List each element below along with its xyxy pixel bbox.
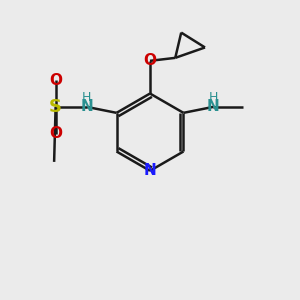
Text: H: H [208,91,218,103]
Text: N: N [144,163,156,178]
Text: N: N [80,99,93,114]
Text: N: N [207,99,220,114]
Text: O: O [49,73,62,88]
Text: S: S [49,98,62,116]
Text: H: H [82,91,92,103]
Text: O: O [143,53,157,68]
Text: O: O [49,126,62,141]
